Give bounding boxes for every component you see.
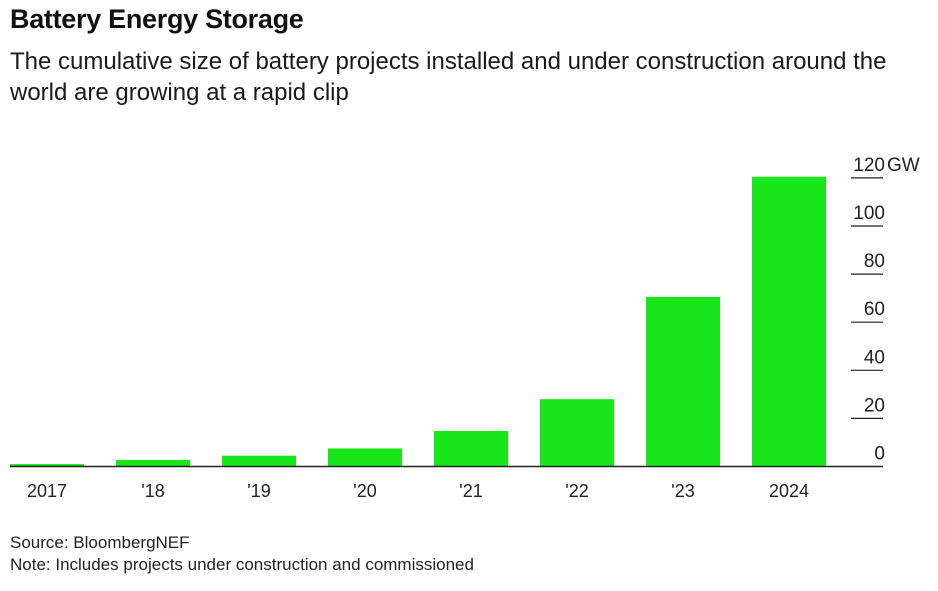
y-tick-label-5: 100: [853, 203, 885, 224]
source-note: Source: BloombergNEF: [10, 533, 190, 552]
bars-group: [10, 176, 826, 467]
bar-2: [222, 455, 296, 467]
x-tick-label-4: '21: [459, 481, 482, 501]
bar-4: [434, 430, 508, 467]
y-unit-label: GW: [887, 155, 920, 176]
x-tick-label-3: '20: [353, 481, 376, 501]
y-axis: 0 20 40 60 80 100 120 GW: [851, 155, 920, 465]
y-tick-label-4: 80: [864, 251, 885, 272]
x-axis: 2017 '18 '19 '20 '21 '22 '23 2024: [10, 465, 883, 501]
bar-6: [646, 296, 720, 467]
x-tick-label-1: '18: [141, 481, 164, 501]
y-tick-label-1: 20: [864, 395, 885, 416]
chart-title: Battery Energy Storage: [10, 4, 304, 34]
bar-7: [752, 176, 826, 467]
footnote: Note: Includes projects under constructi…: [10, 555, 474, 574]
y-tick-label-3: 60: [864, 299, 885, 320]
y-tick-label-0: 0: [874, 444, 885, 465]
x-tick-label-2: '19: [247, 481, 270, 501]
x-tick-label-5: '22: [565, 481, 588, 501]
bar-0: [10, 464, 84, 467]
y-tick-label-6: 120: [853, 155, 885, 176]
bar-1: [116, 460, 190, 467]
x-tick-label-7: 2024: [769, 481, 809, 501]
chart-subtitle: The cumulative size of battery projects …: [10, 48, 887, 106]
bar-3: [328, 448, 402, 467]
y-tick-label-2: 40: [864, 347, 885, 368]
bar-5: [540, 399, 614, 467]
x-tick-label-6: '23: [671, 481, 694, 501]
x-tick-label-0: 2017: [27, 481, 67, 501]
